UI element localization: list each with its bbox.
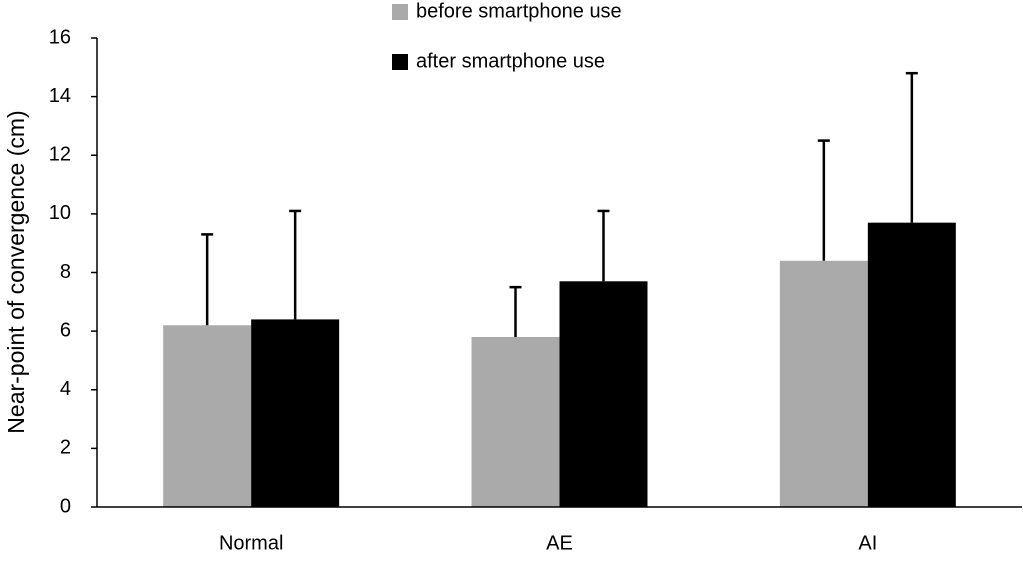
y-axis-label: Near-point of convergence (cm) bbox=[3, 110, 29, 433]
error-bar bbox=[201, 233, 214, 326]
y-tick-label: 14 bbox=[49, 85, 71, 107]
bar bbox=[471, 336, 560, 507]
x-tick-label: AI bbox=[858, 532, 877, 554]
y-tick-label: 12 bbox=[49, 144, 71, 166]
y-tick-label: 8 bbox=[60, 261, 71, 283]
bar bbox=[867, 222, 956, 507]
bar bbox=[163, 325, 252, 507]
y-tick-label: 0 bbox=[60, 495, 71, 517]
y-tick-label: 4 bbox=[60, 378, 71, 400]
y-tick-label: 10 bbox=[49, 202, 71, 224]
legend-swatch bbox=[392, 54, 408, 70]
error-bar bbox=[905, 71, 918, 223]
bar bbox=[559, 281, 648, 507]
error-bar bbox=[597, 209, 610, 282]
y-tick-label: 16 bbox=[49, 26, 71, 48]
bar bbox=[779, 260, 868, 507]
y-tick-label: 6 bbox=[60, 319, 71, 341]
error-bar bbox=[289, 209, 302, 320]
legend-label: after smartphone use bbox=[416, 50, 605, 72]
x-tick-label: AE bbox=[546, 532, 573, 554]
error-bar bbox=[817, 139, 830, 261]
bar bbox=[251, 319, 340, 507]
y-tick-label: 2 bbox=[60, 437, 71, 459]
legend-swatch bbox=[392, 4, 408, 20]
legend-label: before smartphone use bbox=[416, 0, 622, 22]
error-bar bbox=[509, 285, 522, 337]
x-tick-label: Normal bbox=[219, 532, 283, 554]
